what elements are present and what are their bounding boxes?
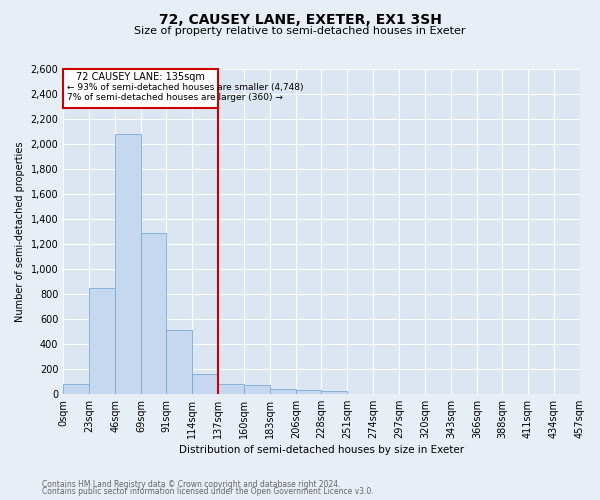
Text: ← 93% of semi-detached houses are smaller (4,748): ← 93% of semi-detached houses are smalle… <box>67 82 303 92</box>
Text: Size of property relative to semi-detached houses in Exeter: Size of property relative to semi-detach… <box>134 26 466 36</box>
Text: 7% of semi-detached houses are larger (360) →: 7% of semi-detached houses are larger (3… <box>67 94 283 102</box>
Text: 72 CAUSEY LANE: 135sqm: 72 CAUSEY LANE: 135sqm <box>76 72 205 82</box>
Bar <box>63 69 218 108</box>
Bar <box>89 288 115 394</box>
Bar <box>115 134 142 394</box>
Y-axis label: Number of semi-detached properties: Number of semi-detached properties <box>15 141 25 322</box>
Bar <box>192 374 218 394</box>
Text: 72, CAUSEY LANE, EXETER, EX1 3SH: 72, CAUSEY LANE, EXETER, EX1 3SH <box>158 12 442 26</box>
Text: Contains public sector information licensed under the Open Government Licence v3: Contains public sector information licen… <box>42 487 374 496</box>
Bar <box>296 390 321 394</box>
X-axis label: Distribution of semi-detached houses by size in Exeter: Distribution of semi-detached houses by … <box>179 445 464 455</box>
Bar <box>321 390 347 394</box>
Bar <box>142 232 166 394</box>
Text: Contains HM Land Registry data © Crown copyright and database right 2024.: Contains HM Land Registry data © Crown c… <box>42 480 341 489</box>
Bar <box>166 330 192 394</box>
Bar <box>244 385 270 394</box>
Bar <box>270 390 296 394</box>
Bar <box>218 384 244 394</box>
Bar <box>63 384 89 394</box>
